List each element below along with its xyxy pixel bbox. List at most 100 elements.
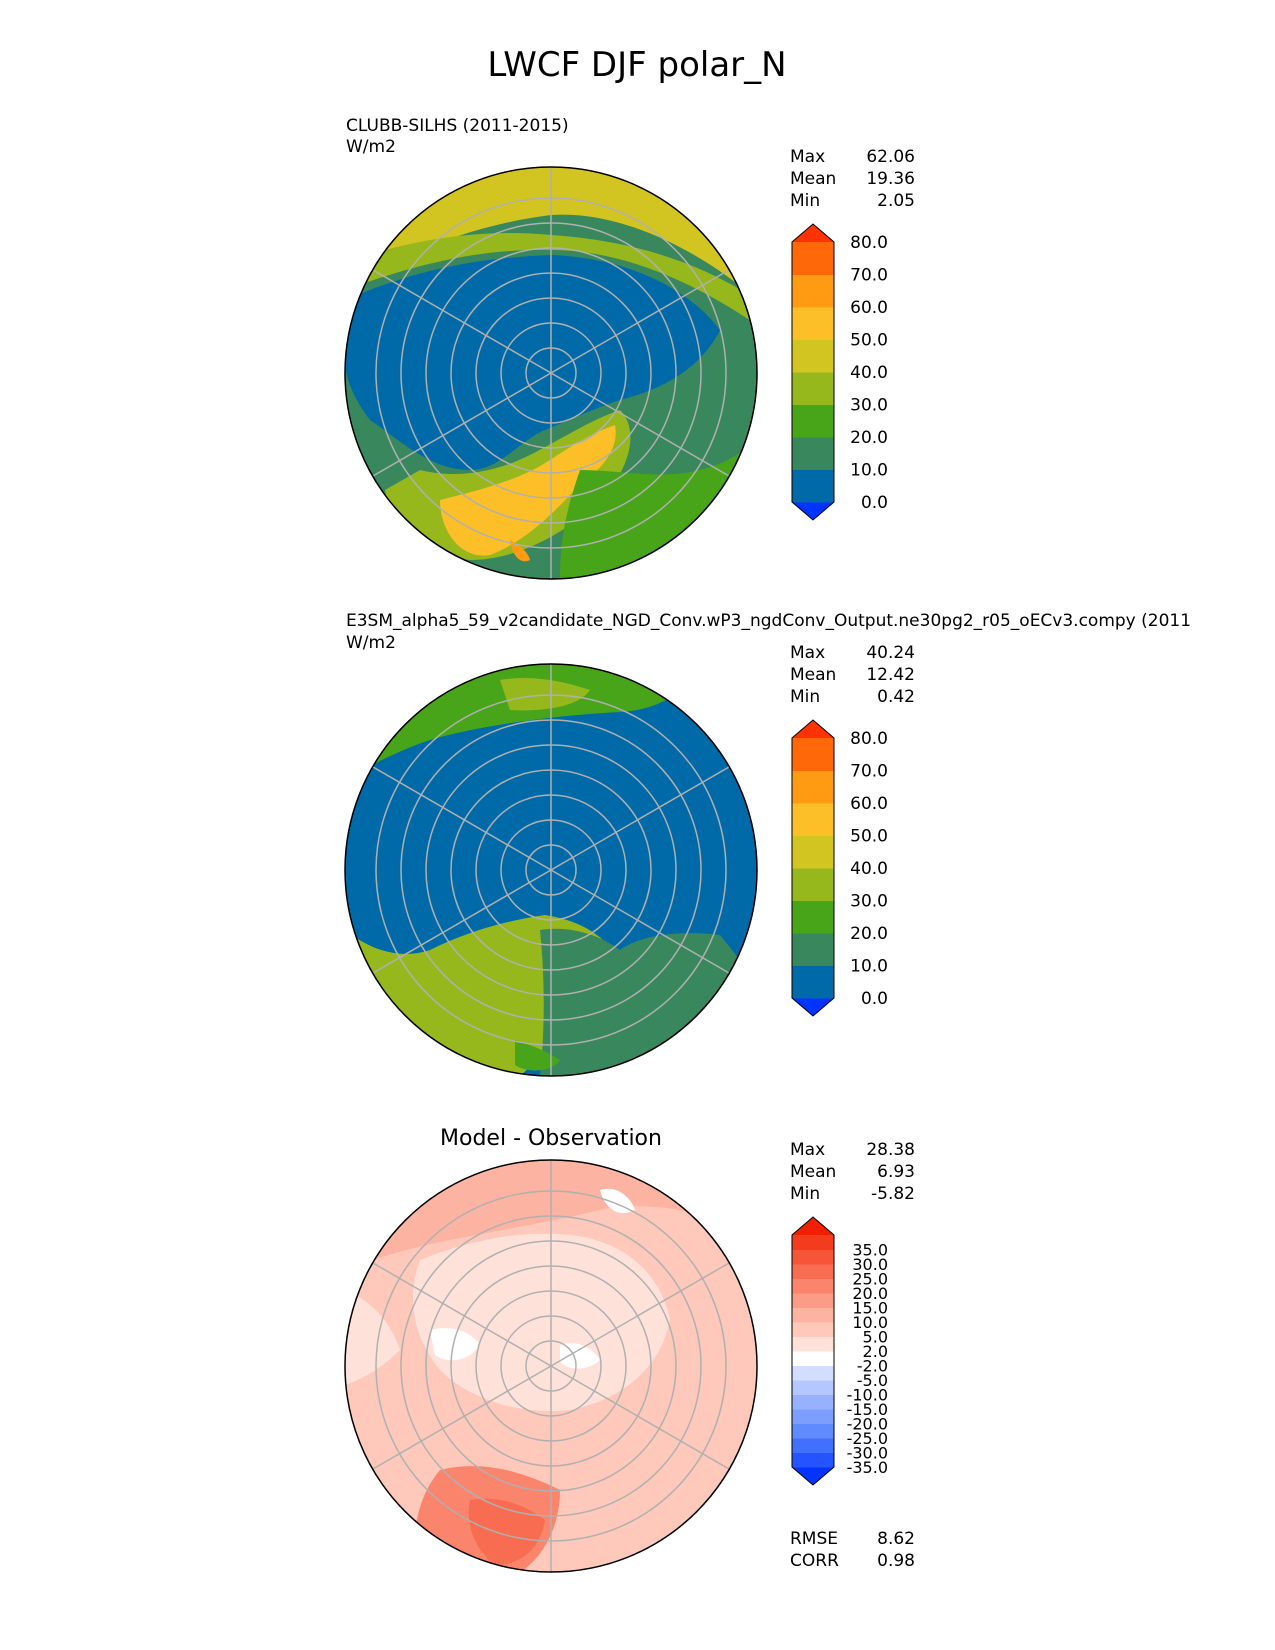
panel-reference-colorbar: 0.0 10.0 20.0 30.0 40.0 50.0 60.0 70.0 80.0: [791, 223, 888, 521]
colorbar-extend-min: [792, 998, 834, 1016]
panel-diff-stats: Max 28.38 Mean 6.93 Min -5.82: [790, 1140, 915, 1204]
panel-diff: Model - Observation Max 28.38 Mean 6.93: [344, 1126, 915, 1573]
stat-value: 28.38: [866, 1140, 915, 1160]
colorbar-tick-label: 2.0: [863, 1342, 888, 1361]
colorbar-segment: [792, 1423, 834, 1439]
colorbar-tick-label: 10.0: [852, 1313, 888, 1332]
colorbar-segment: [792, 1380, 834, 1395]
panel-test-stats: Max 40.24 Mean 12.42 Min 0.42: [790, 643, 915, 707]
colorbar-tick-label: 30.0: [850, 396, 888, 416]
colorbar-segment: [792, 770, 834, 804]
colorbar-tick-label: 40.0: [850, 363, 888, 383]
stat-label: Mean: [790, 1162, 836, 1182]
panel-test-units: W/m2: [346, 633, 396, 653]
panel-diff-colorbar: -35.0-30.0-25.0-20.0-15.0-10.0-5.0-2.02.…: [791, 1216, 888, 1486]
colorbar-segment: [792, 307, 834, 340]
stat-value: 6.93: [877, 1162, 915, 1182]
colorbar-segment: [792, 1438, 834, 1453]
colorbar-extend-max: [792, 1217, 834, 1235]
colorbar-tick-label: 70.0: [850, 266, 888, 286]
panel-diff-grid: [372, 1160, 730, 1572]
colorbar-segment: [792, 339, 834, 373]
colorbar-outline: [791, 1216, 835, 1486]
stat-label: Mean: [790, 665, 836, 685]
colorbar-segment: [792, 437, 834, 470]
panel-test-frame: [344, 663, 758, 1077]
stat-label: Min: [790, 687, 820, 707]
stat-label: Max: [790, 147, 825, 167]
colorbar-tick-label: 20.0: [850, 924, 888, 944]
colorbar-segment: [792, 868, 834, 901]
colorbar-extend-max: [792, 224, 834, 242]
colorbar-tick-label: 40.0: [850, 859, 888, 879]
colorbar-segment: [792, 1452, 834, 1468]
colorbar-tick-label: 80.0: [850, 233, 888, 253]
stat-label: Max: [790, 1140, 825, 1160]
metric-label: CORR: [790, 1551, 839, 1571]
colorbar-tick-label: -15.0: [847, 1400, 888, 1419]
colorbar-extend-max: [792, 720, 834, 738]
colorbar-tick-label: 5.0: [863, 1328, 888, 1347]
panel-diff-metrics: RMSE 8.62 CORR 0.98: [790, 1529, 915, 1571]
colorbar-tick-label: 0.0: [861, 493, 888, 513]
panel-reference-grid: [372, 167, 730, 579]
colorbar-segment: [792, 1365, 834, 1381]
metric-value: 8.62: [877, 1529, 915, 1549]
panel-reference-subtitle: CLUBB-SILHS (2011-2015): [346, 116, 569, 136]
colorbar-segment: [792, 274, 834, 308]
stat-value: 12.42: [866, 665, 915, 685]
panel-test: E3SM_alpha5_59_v2candidate_NGD_Conv.wP3_…: [344, 611, 1191, 1077]
metric-label: RMSE: [790, 1529, 838, 1549]
stat-value: 2.05: [877, 191, 915, 211]
colorbar-tick-label: -10.0: [847, 1386, 888, 1405]
colorbar-tick-label: -25.0: [847, 1429, 888, 1448]
colorbar-segment: [792, 933, 834, 966]
stat-value: 19.36: [866, 169, 915, 189]
panel-diff-frame: [344, 1159, 758, 1573]
colorbar-tick-label: -35.0: [847, 1458, 888, 1477]
colorbar-segment: [792, 404, 834, 438]
colorbar-segment: [792, 1293, 834, 1308]
metric-value: 0.98: [877, 1551, 915, 1571]
colorbar-segment: [792, 835, 834, 869]
colorbar-tick-label: -2.0: [857, 1357, 888, 1376]
colorbar-tick-label: 25.0: [852, 1270, 888, 1289]
stat-label: Max: [790, 643, 825, 663]
colorbar-tick-label: 0.0: [861, 989, 888, 1009]
colorbar-segment: [792, 1409, 834, 1424]
colorbar-tick-label: 60.0: [850, 794, 888, 814]
colorbar-extend-min: [792, 502, 834, 520]
panel-test-subtitle: E3SM_alpha5_59_v2candidate_NGD_Conv.wP3_…: [346, 611, 1191, 631]
colorbar-tick-label: 35.0: [852, 1241, 888, 1260]
colorbar-tick-label: 50.0: [850, 331, 888, 351]
panel-reference-units: W/m2: [346, 137, 396, 157]
colorbar-segment: [792, 1322, 834, 1337]
colorbar-tick-label: 20.0: [852, 1284, 888, 1303]
stat-label: Mean: [790, 169, 836, 189]
colorbar-tick-label: 10.0: [850, 957, 888, 977]
colorbar-tick-label: 60.0: [850, 298, 888, 318]
colorbar-segment: [792, 803, 834, 836]
colorbar-tick-label: 10.0: [850, 461, 888, 481]
colorbar-tick-label: 30.0: [852, 1255, 888, 1274]
colorbar-segment: [792, 242, 834, 275]
colorbar-segment: [792, 1235, 834, 1250]
stat-value: 0.42: [877, 687, 915, 707]
colorbar-segment: [792, 900, 834, 934]
colorbar-tick-label: 50.0: [850, 827, 888, 847]
colorbar-tick-label: 80.0: [850, 729, 888, 749]
colorbar-segment: [792, 1307, 834, 1323]
colorbar-segment: [792, 469, 834, 503]
figure-title: LWCF DJF polar_N: [487, 45, 786, 85]
colorbar-outline: [791, 719, 835, 1017]
stat-label: Min: [790, 1184, 820, 1204]
panel-reference: CLUBB-SILHS (2011-2015) W/m2 Max 62.06 M…: [344, 116, 915, 580]
colorbar-segment: [792, 1278, 834, 1294]
stat-value: 40.24: [866, 643, 915, 663]
colorbar-outline: [791, 223, 835, 521]
colorbar-segment: [792, 965, 834, 999]
colorbar-tick-label: -5.0: [857, 1371, 888, 1390]
colorbar-segment: [792, 1336, 834, 1352]
colorbar-segment: [792, 372, 834, 405]
